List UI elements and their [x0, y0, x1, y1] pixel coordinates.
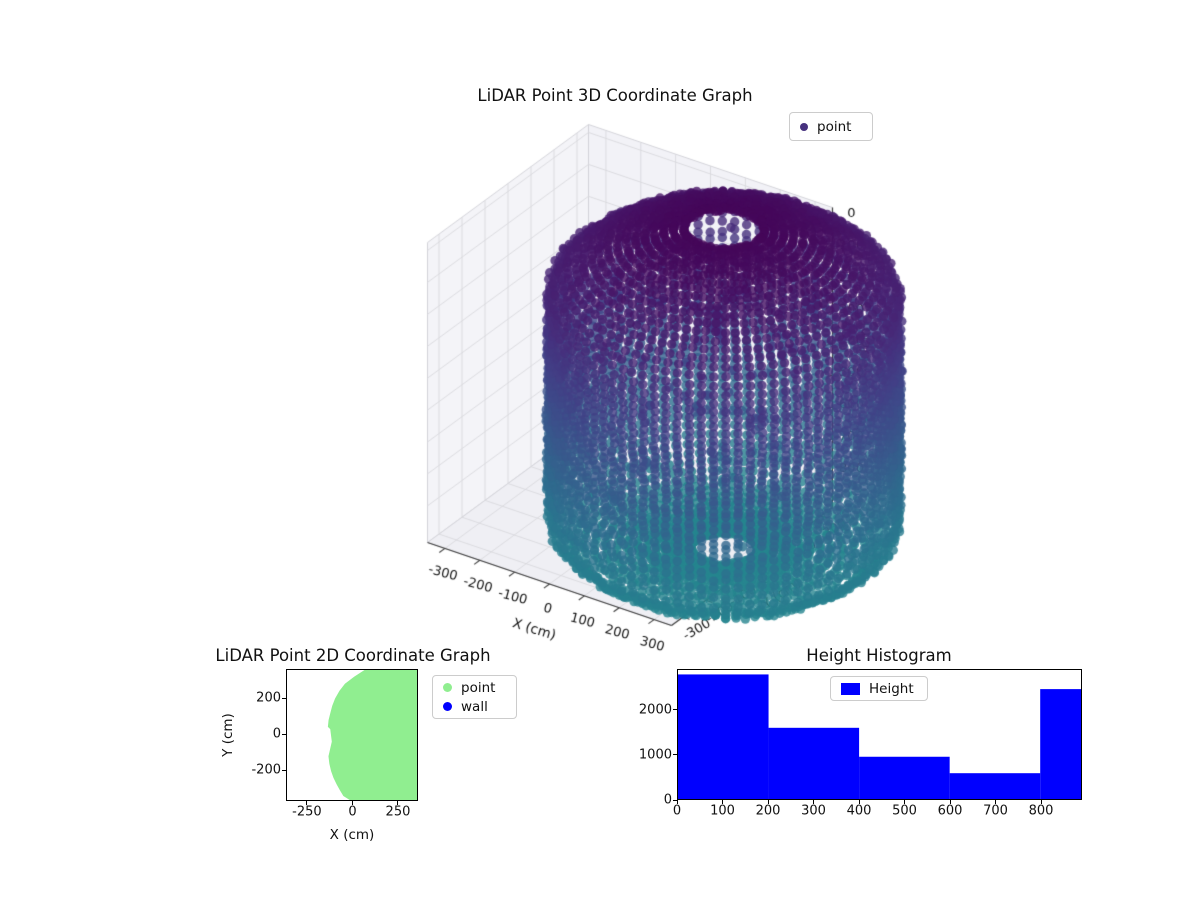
tick-mark [767, 800, 769, 804]
scatter2d-yaxis-label: Y (cm) [220, 713, 236, 757]
histogram-bar [949, 773, 1041, 799]
histogram-bar [859, 756, 950, 799]
tick-mark [673, 709, 677, 711]
legend-label: point [817, 118, 852, 135]
legend-label: Height [869, 680, 914, 697]
histogram-bar [768, 727, 860, 799]
wall-marker-icon [443, 702, 452, 711]
histogram-x-tick-label: 200 [755, 803, 781, 819]
histogram-y-tick-label: 1000 [638, 747, 672, 763]
tick-mark [397, 801, 399, 805]
histogram-x-tick-label: 700 [983, 803, 1008, 819]
scatter3d-legend: point [789, 112, 873, 141]
scatter2d-legend: point wall [432, 675, 517, 719]
histogram-x-tick-label: 100 [710, 803, 735, 819]
scatter2d-title: LiDAR Point 2D Coordinate Graph [215, 646, 491, 665]
tick-mark [995, 800, 997, 804]
scatter2d-xaxis-label: X (cm) [329, 827, 375, 843]
scatter2d-y-tick-label: -200 [251, 762, 281, 778]
scatter2d-y-tick-label: 200 [256, 690, 281, 706]
point-cloud-region [327, 670, 417, 800]
tick-mark [282, 733, 286, 735]
tick-mark [813, 800, 815, 804]
histogram-x-tick-label: 800 [1028, 803, 1054, 819]
scatter3d-title: LiDAR Point 3D Coordinate Graph [477, 86, 753, 105]
tick-mark [722, 800, 723, 804]
scatter2d-x-tick-label: -250 [292, 804, 322, 820]
legend-entry-point: point [443, 679, 506, 696]
legend-entry-wall: wall [443, 698, 506, 715]
tick-mark [351, 801, 353, 805]
histogram-legend: Height [830, 676, 928, 701]
tick-mark [676, 800, 678, 804]
histogram-bars [678, 674, 1081, 799]
scatter2d-points-blob [327, 670, 417, 800]
tick-mark [282, 697, 286, 699]
tick-mark [858, 800, 860, 804]
scatter2d-x-tick-label: 250 [385, 804, 411, 820]
legend-entry-height: Height [841, 680, 917, 697]
legend-label: point [461, 679, 496, 696]
tick-mark [904, 800, 906, 804]
histogram-x-tick-label: 400 [846, 803, 872, 819]
tick-mark [673, 754, 677, 756]
tick-mark [306, 801, 308, 805]
legend-entry-point: point [800, 118, 862, 136]
tick-mark [1040, 800, 1042, 804]
histogram-bar [1040, 689, 1081, 799]
tick-mark [282, 769, 286, 771]
histogram-bar [678, 674, 769, 799]
tick-mark [949, 800, 951, 804]
histogram-x-tick-label: 0 [672, 803, 682, 819]
tick-mark [673, 799, 677, 801]
scatter2d-x-tick-label: 0 [348, 804, 357, 820]
histogram-x-tick-label: 600 [937, 803, 963, 819]
point-marker-icon [443, 683, 452, 692]
histogram-x-tick-label: 300 [801, 803, 826, 819]
height-swatch-icon [841, 682, 860, 695]
scatter2d-y-tick-label: 0 [272, 726, 281, 742]
point-marker-icon [800, 122, 808, 131]
scatter2d-plot-area[interactable] [286, 669, 418, 801]
histogram-x-tick-label: 500 [892, 803, 917, 819]
legend-label: wall [461, 698, 488, 715]
histogram-y-tick-label: 2000 [638, 702, 672, 718]
histogram-title: Height Histogram [806, 646, 952, 665]
histogram-y-tick-label: 0 [663, 792, 672, 808]
